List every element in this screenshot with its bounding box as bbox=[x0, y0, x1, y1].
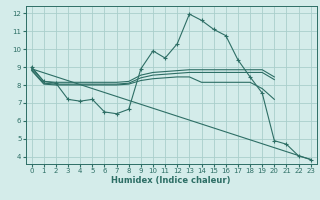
X-axis label: Humidex (Indice chaleur): Humidex (Indice chaleur) bbox=[111, 176, 231, 185]
